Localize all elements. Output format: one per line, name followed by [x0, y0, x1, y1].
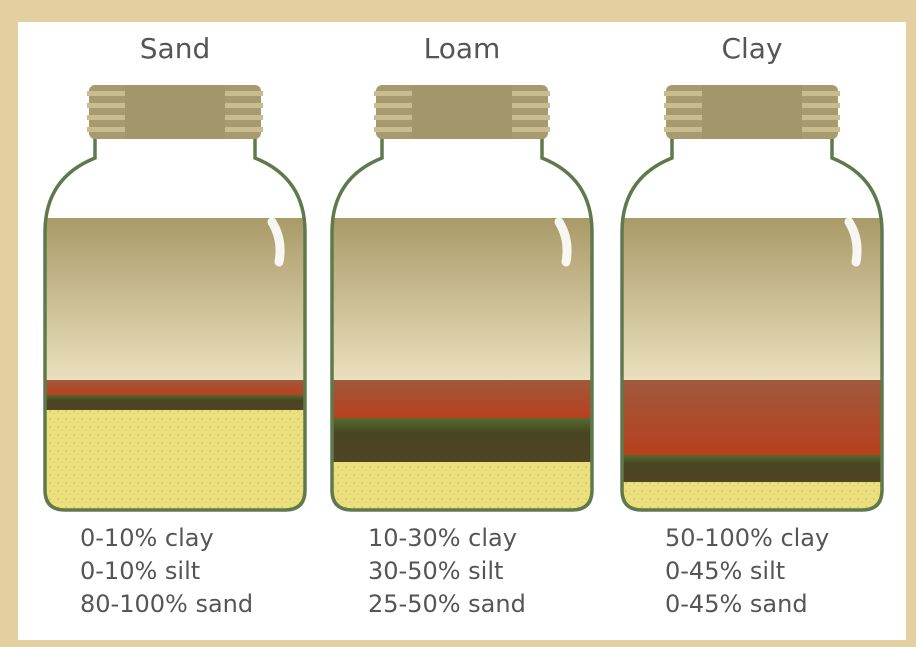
- composition-line: 0-45% sand: [665, 590, 808, 618]
- composition-line: 0-10% silt: [80, 557, 200, 585]
- water-layer: [40, 218, 310, 380]
- composition-line: 10-30% clay: [368, 524, 517, 552]
- silt-layer: [327, 418, 597, 462]
- layers: [327, 218, 597, 520]
- sand-layer: [40, 410, 310, 520]
- cap-shade: [125, 85, 225, 139]
- cap-shade: [412, 85, 512, 139]
- water-layer: [617, 218, 887, 380]
- composition-line: 30-50% silt: [368, 557, 503, 585]
- layers: [617, 218, 887, 520]
- composition-line: 80-100% sand: [80, 590, 253, 618]
- soil-jars-diagram: Sand 0-10% clay 0-10% silt 80-100% sand Loam…: [0, 0, 916, 647]
- clay-layer: [617, 380, 887, 455]
- jar-title: Loam: [424, 32, 501, 65]
- clay-layer: [40, 380, 310, 395]
- water-layer: [327, 218, 597, 380]
- composition-line: 50-100% clay: [665, 524, 829, 552]
- clay-layer: [327, 380, 597, 418]
- jar-title: Sand: [140, 32, 210, 65]
- cap-shade: [702, 85, 802, 139]
- silt-layer: [40, 395, 310, 410]
- composition-line: 0-45% silt: [665, 557, 785, 585]
- silt-layer: [617, 455, 887, 482]
- composition-line: 25-50% sand: [368, 590, 526, 618]
- layers: [40, 218, 310, 520]
- composition-line: 0-10% clay: [80, 524, 214, 552]
- jar-title: Clay: [721, 32, 782, 65]
